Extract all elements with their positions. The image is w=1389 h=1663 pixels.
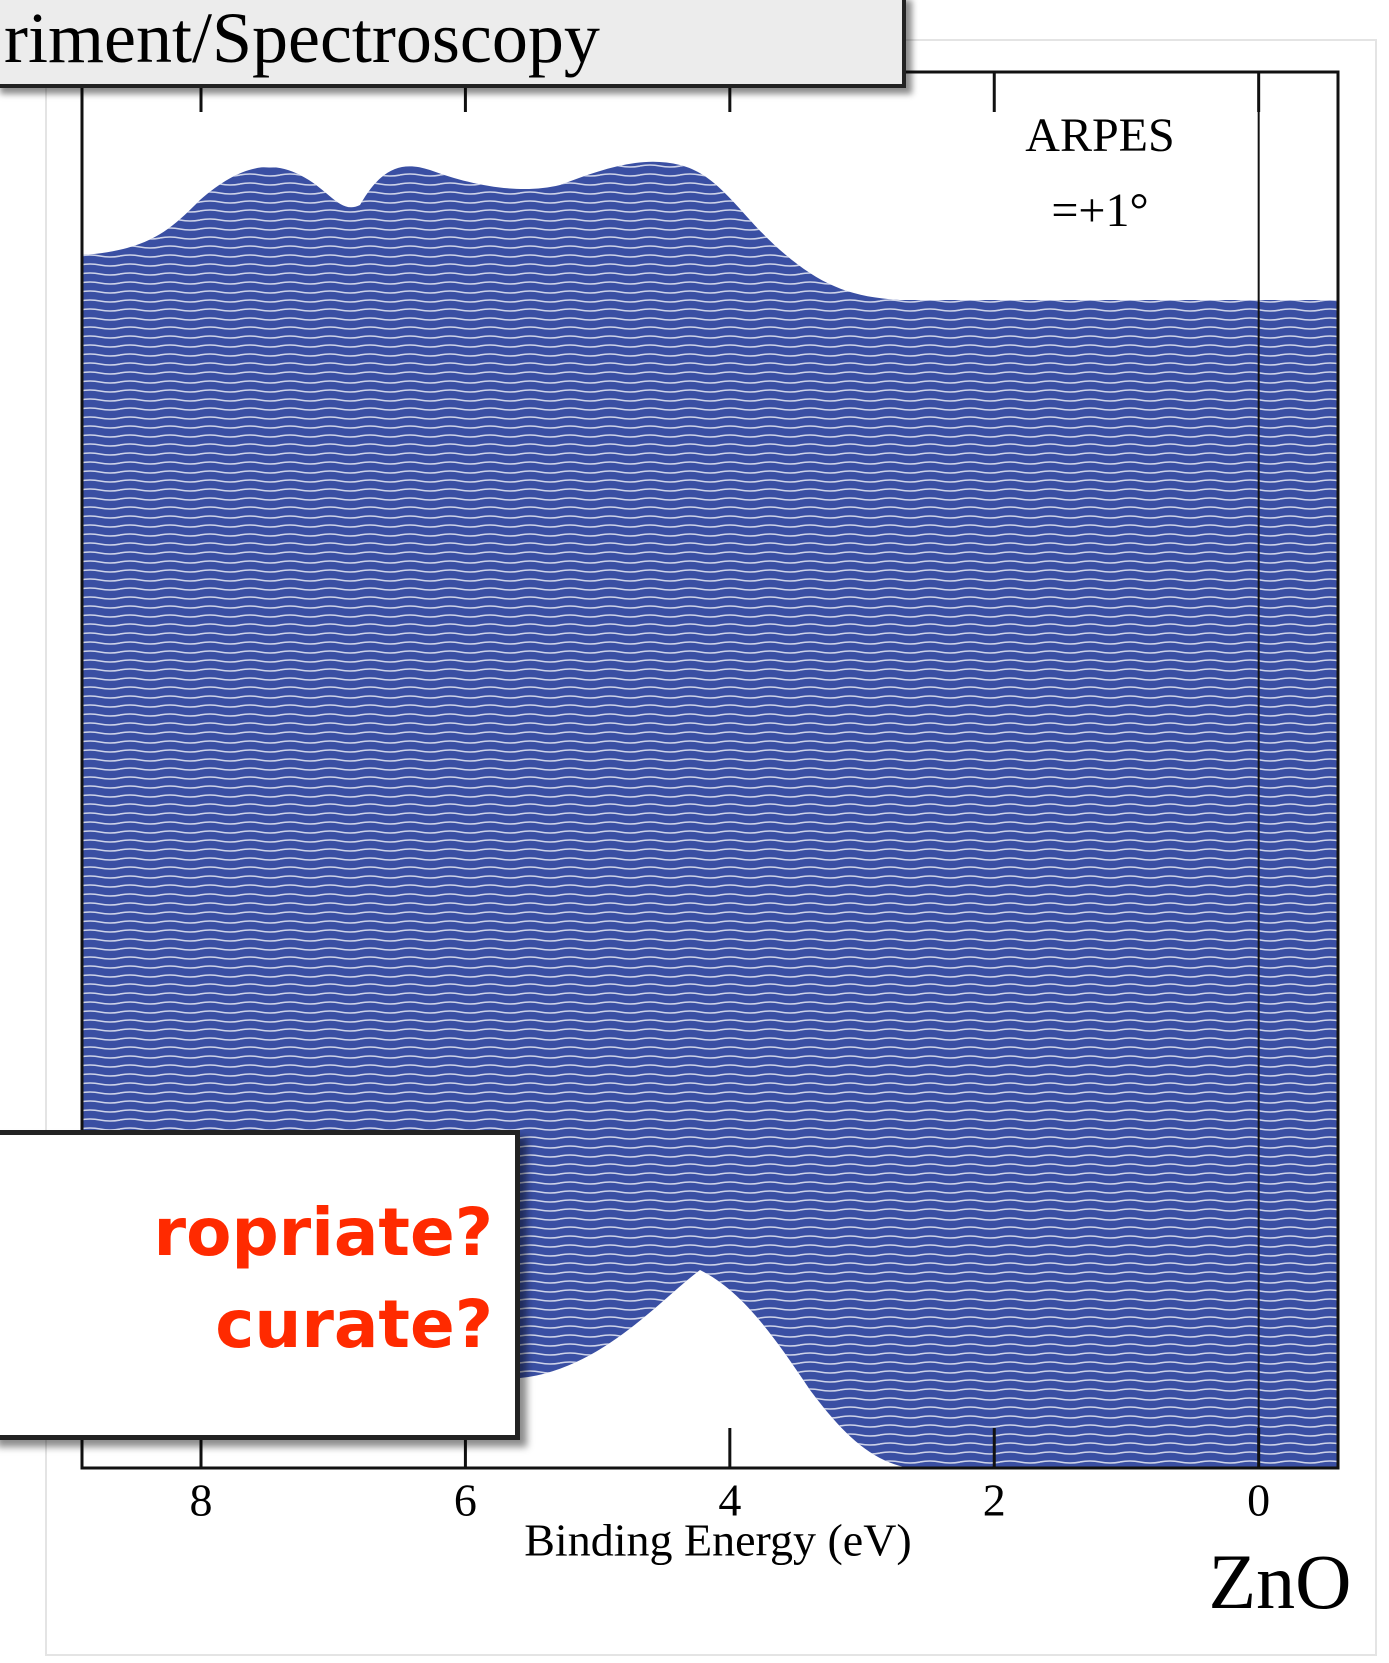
material-label: ZnO [1209,1538,1352,1625]
x-tick-label: 6 [454,1475,477,1526]
callout-box: ropriate? curate? [0,1130,520,1440]
annotation: =+1° [1051,184,1148,237]
x-tick-label: 8 [189,1475,212,1526]
x-axis-label: Binding Energy (eV) [524,1515,912,1566]
slide-title: riment/Spectroscopy [0,0,906,88]
x-tick-label: 2 [983,1475,1006,1526]
callout-line: curate? [0,1279,493,1371]
callout-line: ropriate? [0,1187,493,1279]
annotation: ARPES [1025,109,1174,162]
x-tick-label: 0 [1247,1475,1270,1526]
slide: {"slide": {"title": "riment/Spectroscopy… [0,0,1389,1663]
